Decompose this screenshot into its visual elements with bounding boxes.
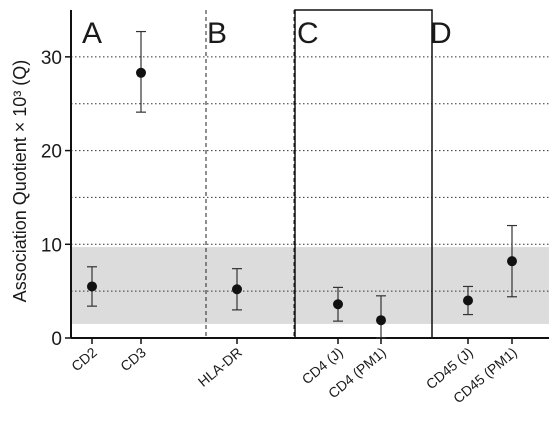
data-point-cd4-pm1 — [376, 295, 386, 344]
category-label: HLA-DR — [195, 344, 245, 390]
data-point-cd45-pm1 — [507, 224, 517, 344]
data-point-hla-dr — [232, 268, 242, 344]
data-point-cd3 — [136, 30, 146, 344]
panel-label-a: A — [82, 17, 102, 50]
y-tick-label: 10 — [41, 235, 62, 256]
panel-label-b: B — [207, 17, 227, 50]
marker — [87, 281, 97, 292]
data-point-cd4-j — [333, 286, 343, 344]
panel-label-c: C — [297, 17, 319, 50]
y-tick-label: 30 — [41, 48, 62, 69]
category-label: CD2 — [68, 344, 100, 374]
marker — [333, 299, 343, 310]
data-point-cd2 — [87, 266, 97, 344]
marker — [463, 295, 473, 306]
y-tick-label: 20 — [41, 142, 62, 163]
y-axis-label: Association Quotient × 10³ (Q) — [10, 60, 30, 303]
data-point-cd45-j — [463, 285, 473, 344]
panel-label-d: D — [430, 17, 452, 50]
marker — [232, 284, 242, 295]
y-tick-label: 0 — [51, 329, 62, 350]
category-label: CD3 — [117, 344, 149, 374]
marker — [136, 67, 146, 78]
marker — [507, 256, 517, 267]
marker — [376, 315, 386, 326]
reference-band — [71, 247, 549, 324]
